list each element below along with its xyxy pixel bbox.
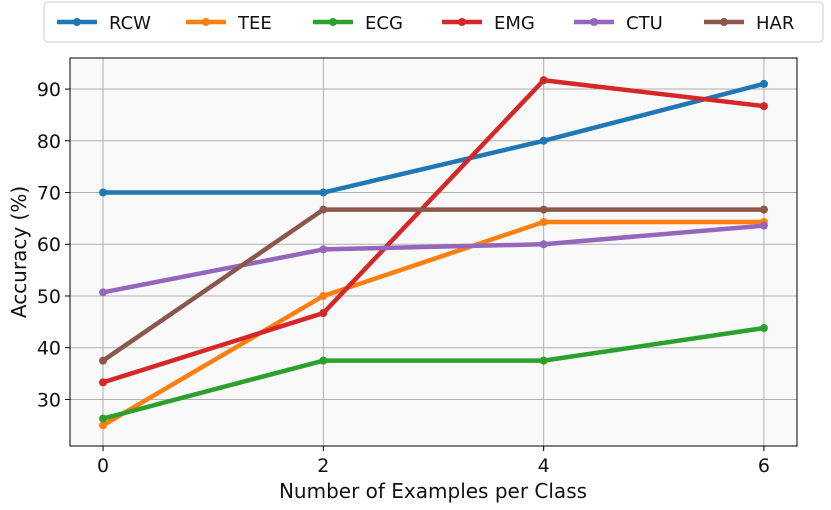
data-point-ecg: [539, 356, 548, 365]
y-tick-label: 50: [37, 286, 61, 308]
legend-label: CTU: [626, 13, 663, 34]
series-line-ctu: [100, 223, 767, 295]
legend-item-ctu: CTU: [574, 13, 663, 34]
series-har: [99, 205, 768, 365]
series-ctu: [99, 221, 768, 297]
legend-marker: [329, 18, 337, 26]
legend-label: EMG: [494, 13, 535, 34]
data-point-emg: [539, 76, 548, 85]
legend-label: RCW: [109, 13, 151, 34]
data-point-tee: [539, 217, 548, 226]
data-point-ctu: [319, 245, 328, 254]
legend-item-ecg: ECG: [313, 13, 403, 34]
y-axis-ticks: 30 40 50 60 70 80 90: [37, 79, 70, 411]
legend-label: TEE: [237, 13, 272, 34]
data-point-har: [539, 205, 548, 214]
series-line-emg: [100, 77, 767, 385]
legend-label: HAR: [756, 13, 794, 34]
data-point-rcw: [759, 79, 768, 88]
legend-label: ECG: [365, 13, 403, 34]
x-tick-label: 4: [538, 455, 550, 477]
data-point-emg: [319, 309, 328, 318]
data-point-ctu: [539, 240, 548, 249]
series-line-har: [100, 207, 767, 363]
x-tick-label: 0: [97, 455, 109, 477]
series-lines: [99, 76, 768, 430]
y-tick-label: 70: [37, 183, 61, 205]
x-tick-label: 2: [317, 455, 329, 477]
series-ecg: [99, 324, 768, 423]
data-point-har: [99, 356, 108, 365]
plot-frame: [69, 57, 798, 447]
series-rcw: [99, 79, 768, 197]
legend-box: [43, 1, 824, 43]
series-line-tee: [100, 219, 767, 428]
data-point-tee: [99, 421, 108, 430]
legend-marker: [720, 18, 728, 26]
x-axis-label: Number of Examples per Class: [279, 479, 587, 503]
y-tick-label: 80: [37, 131, 61, 153]
data-point-ctu: [759, 221, 768, 230]
data-point-emg: [759, 102, 768, 111]
data-point-ecg: [319, 356, 328, 365]
data-point-ecg: [99, 414, 108, 423]
data-point-rcw: [99, 188, 108, 197]
legend-item-emg: EMG: [442, 13, 535, 34]
data-point-rcw: [539, 136, 548, 145]
y-tick-label: 30: [37, 389, 61, 411]
data-point-har: [319, 205, 328, 214]
data-point-tee: [319, 291, 328, 300]
y-tick-label: 60: [37, 234, 61, 256]
data-point-emg: [99, 378, 108, 387]
data-point-ecg: [759, 324, 768, 333]
series-emg: [99, 76, 768, 387]
data-point-ctu: [99, 288, 108, 297]
y-tick-label: 90: [37, 79, 61, 101]
data-point-rcw: [319, 188, 328, 197]
y-tick-label: 40: [37, 338, 61, 360]
legend-item-tee: TEE: [186, 13, 272, 34]
plot-area: [70, 58, 797, 446]
legend: RCW TEE ECG EMG CTU HAR: [43, 1, 824, 43]
data-point-har: [759, 205, 768, 214]
series-line-rcw: [100, 81, 767, 195]
legend-item-har: HAR: [704, 13, 794, 34]
legend-marker: [458, 18, 466, 26]
legend-item-rcw: RCW: [57, 13, 151, 34]
x-tick-label: 6: [758, 455, 770, 477]
legend-marker: [202, 18, 210, 26]
series-line-ecg: [100, 325, 767, 421]
y-axis-label: Accuracy (%): [7, 186, 31, 318]
legend-marker: [590, 18, 598, 26]
x-axis-ticks: 0 2 4 6: [97, 446, 770, 477]
legend-marker: [73, 18, 81, 26]
